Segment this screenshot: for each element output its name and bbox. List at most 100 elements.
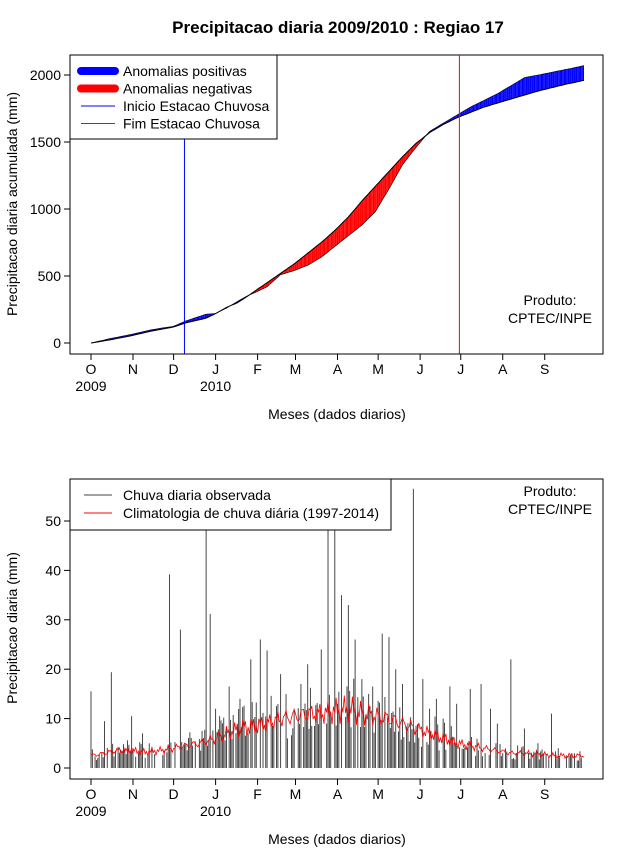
negative-anomaly-segment xyxy=(325,237,327,255)
positive-anomaly-segment xyxy=(489,97,491,106)
negative-anomaly-segment xyxy=(383,175,385,199)
negative-anomaly-segment xyxy=(313,247,315,263)
negative-anomaly-segment xyxy=(351,212,353,234)
chart-2-y-tick-label: 20 xyxy=(45,661,61,677)
negative-anomaly-segment xyxy=(406,151,408,160)
negative-anomaly-segment xyxy=(391,167,394,185)
negative-anomaly-segment xyxy=(333,230,335,248)
positive-anomaly-segment xyxy=(563,69,566,85)
negative-anomaly-segment xyxy=(376,183,379,210)
negative-anomaly-segment xyxy=(310,250,312,264)
chart-1-x-tick-label: A xyxy=(333,361,343,377)
positive-anomaly-segment xyxy=(468,107,471,114)
positive-anomaly-segment xyxy=(493,95,495,105)
chart-1-x-tick-label: N xyxy=(128,361,138,377)
positive-anomaly-segment xyxy=(569,68,571,84)
chart-1-x-tick-label: M xyxy=(372,361,384,377)
positive-anomaly-segment xyxy=(460,111,463,117)
positive-anomaly-segment xyxy=(466,108,468,115)
negative-anomaly-segment xyxy=(303,255,305,267)
chart-1-x-tick-label: O xyxy=(86,361,97,377)
positive-anomaly-segment xyxy=(548,72,551,89)
negative-anomaly-segment xyxy=(352,210,354,233)
positive-anomaly-segment xyxy=(192,318,194,322)
positive-anomaly-segment xyxy=(544,73,547,90)
negative-anomaly-segment xyxy=(302,256,304,268)
negative-anomaly-segment xyxy=(348,215,350,236)
negative-anomaly-segment xyxy=(338,225,341,244)
chart-1-x-tick-label: J xyxy=(457,361,464,377)
chart-1-annotation-line-2: CPTEC/INPE xyxy=(508,310,592,326)
positive-anomaly-segment xyxy=(195,317,197,321)
negative-anomaly-segment xyxy=(292,263,295,272)
negative-anomaly-segment xyxy=(402,155,404,165)
positive-anomaly-segment xyxy=(494,94,496,104)
chart-2-x-tick-label: S xyxy=(540,786,549,802)
positive-anomaly-segment xyxy=(552,71,555,88)
chart-1-x-tick-label: F xyxy=(253,361,262,377)
positive-anomaly-segment xyxy=(501,90,503,102)
positive-anomaly-segment xyxy=(516,81,518,98)
chart-2-x-tick-label: N xyxy=(128,786,138,802)
positive-anomaly-segment xyxy=(491,95,494,105)
negative-anomaly-segment xyxy=(393,165,395,182)
chart-2-x-tick-label: J xyxy=(212,786,219,802)
negative-anomaly-segment xyxy=(340,223,342,243)
positive-anomaly-segment xyxy=(497,92,499,104)
positive-anomaly-segment xyxy=(498,92,501,103)
negative-anomaly-segment xyxy=(309,251,311,265)
positive-anomaly-segment xyxy=(204,314,207,319)
negative-anomaly-segment xyxy=(407,150,410,158)
negative-anomaly-segment xyxy=(311,248,314,263)
negative-anomaly-segment xyxy=(334,229,337,247)
positive-anomaly-segment xyxy=(518,80,521,97)
positive-anomaly-segment xyxy=(578,66,580,82)
positive-anomaly-segment xyxy=(481,101,483,109)
climatology-daily-line xyxy=(90,695,585,760)
negative-anomaly-segment xyxy=(375,184,377,212)
chart-2-y-axis-label: Precipitacao diaria (mm) xyxy=(4,552,20,704)
chart-2-y-tick-label: 30 xyxy=(45,612,61,628)
negative-anomaly-segment xyxy=(298,259,300,270)
positive-anomaly-segment xyxy=(202,315,204,320)
negative-anomaly-segment xyxy=(294,262,296,271)
negative-anomaly-segment xyxy=(403,154,406,164)
chart-2-year-label: 2010 xyxy=(200,803,231,819)
negative-anomaly-segment xyxy=(317,244,319,260)
chart-2-legend-label: Chuva diaria observada xyxy=(123,487,271,503)
positive-anomaly-segment xyxy=(462,111,464,116)
positive-anomaly-segment xyxy=(524,77,526,96)
positive-anomaly-segment xyxy=(556,70,559,87)
positive-anomaly-segment xyxy=(523,77,525,96)
positive-anomaly-segment xyxy=(555,71,557,87)
positive-anomaly-segment xyxy=(543,73,545,90)
chart-2-x-tick-label: F xyxy=(253,786,262,802)
positive-anomaly-segment xyxy=(542,73,544,91)
positive-anomaly-segment xyxy=(525,77,528,95)
chart-2-y-tick-label: 40 xyxy=(45,562,61,578)
negative-anomaly-segment xyxy=(399,158,402,170)
positive-anomaly-segment xyxy=(582,65,584,81)
chart-2-legend xyxy=(69,478,392,531)
negative-anomaly-segment xyxy=(388,170,391,189)
positive-anomaly-segment xyxy=(533,75,536,93)
negative-anomaly-segment xyxy=(378,181,380,208)
chart-1-legend-label: Anomalias positivas xyxy=(123,63,247,79)
chart-1-y-axis-label: Precipitacao diaria acumulada (mm) xyxy=(4,92,20,316)
negative-anomaly-segment xyxy=(321,241,323,258)
chart-2-legend-label: Climatologia de chuva diária (1997-2014) xyxy=(123,505,379,521)
positive-anomaly-segment xyxy=(513,83,515,99)
negative-anomaly-segment xyxy=(372,187,375,215)
positive-anomaly-segment xyxy=(558,70,560,87)
negative-anomaly-segment xyxy=(341,222,343,242)
positive-anomaly-segment xyxy=(470,106,472,113)
negative-anomaly-segment xyxy=(346,217,349,237)
chart-1-legend-label: Anomalias negativas xyxy=(123,81,252,97)
observed-cumulative-line xyxy=(90,65,585,344)
chart-2-x-tick-label: M xyxy=(372,786,384,802)
positive-anomaly-segment xyxy=(540,74,543,91)
positive-anomaly-segment xyxy=(566,69,568,85)
negative-anomaly-segment xyxy=(356,205,358,230)
positive-anomaly-segment xyxy=(571,67,574,83)
positive-anomaly-segment xyxy=(521,78,524,96)
